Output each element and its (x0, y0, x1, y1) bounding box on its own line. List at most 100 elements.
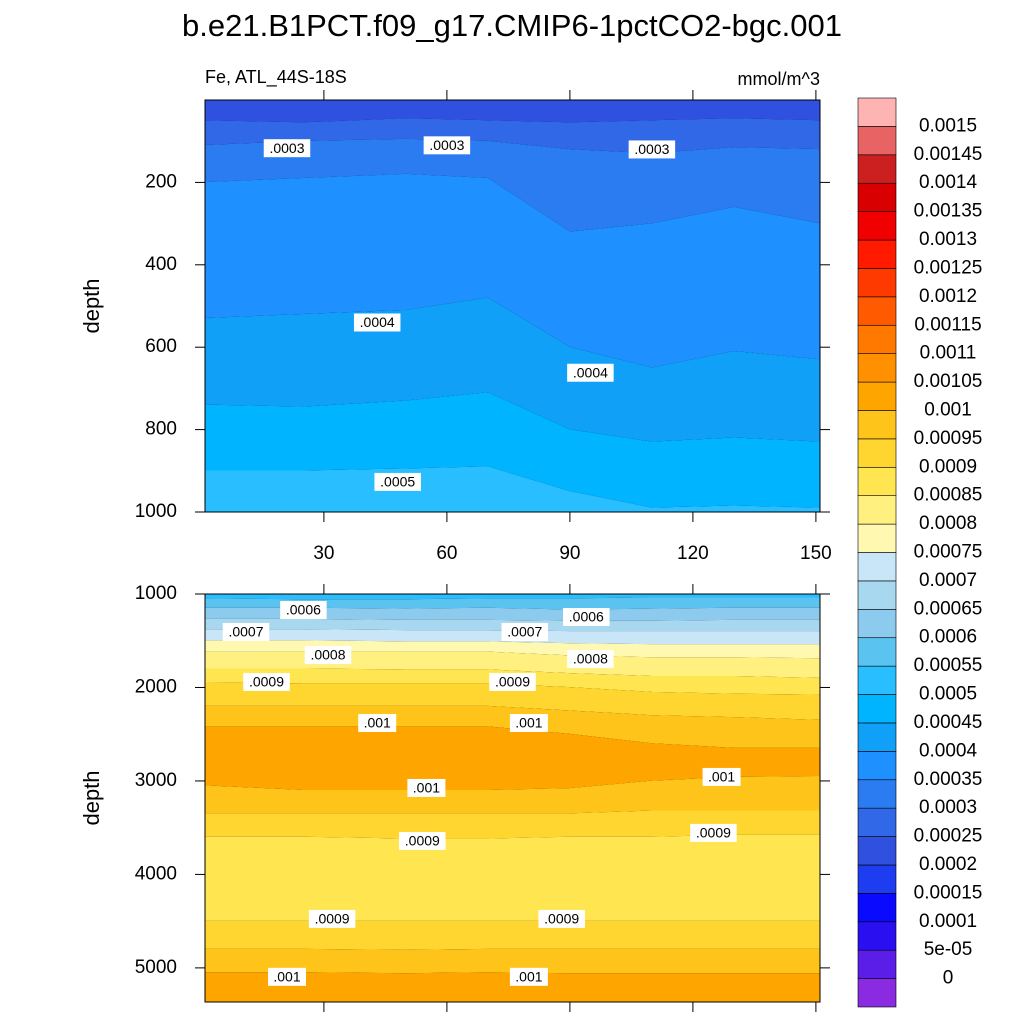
colorbar-label: 0.00075 (914, 542, 983, 563)
colorbar-label: 0.0009 (919, 456, 977, 477)
colorbar-label: 0.00065 (914, 598, 983, 619)
colorbar-box (857, 807, 897, 837)
contour-label-bg (509, 713, 548, 732)
colorbar-box (857, 410, 897, 440)
plot-frame (204, 99, 821, 513)
colorbar-label: 0.0007 (919, 570, 977, 591)
contour-label-bg (563, 607, 610, 626)
contour-band (205, 834, 820, 922)
plot-frame (204, 593, 821, 1003)
contour-label-bg (567, 363, 614, 382)
colorbar-box (857, 921, 897, 951)
colorbar-box (857, 182, 897, 212)
contour-label: .0004 (360, 314, 395, 330)
x-tick-label: 90 (559, 543, 580, 564)
colorbar-label: 0.0005 (919, 684, 977, 705)
contour-label-bg (690, 823, 737, 842)
contour-label-bg (222, 622, 270, 641)
x-tick-label: 120 (677, 543, 709, 564)
colorbar-label: 0.0014 (919, 172, 978, 193)
contour-label-bg (280, 600, 327, 619)
colorbar-box (857, 523, 897, 553)
colorbar-label: 0.0003 (919, 797, 977, 818)
chart-title: b.e21.B1PCT.f09_g17.CMIP6-1pctCO2-bgc.00… (182, 8, 842, 43)
colorbar-box (857, 864, 897, 894)
colorbar-box (857, 381, 897, 411)
colorbar-box (857, 665, 897, 695)
colorbar-box (857, 836, 897, 866)
contour-label: .001 (273, 969, 300, 985)
contour-label: .0009 (696, 825, 731, 841)
contour-label: .0005 (380, 474, 415, 490)
contour-label: .0003 (429, 137, 464, 153)
contour-label-bg (358, 713, 397, 732)
contour-label-bg (308, 909, 356, 928)
colorbar-box (857, 324, 897, 354)
colorbar-label: 0.00135 (914, 201, 983, 222)
colorbar-label: 0.00055 (914, 655, 983, 676)
x-tick-label: 60 (436, 543, 457, 564)
contour-label-bg (538, 909, 585, 928)
colorbar-box (857, 353, 897, 383)
colorbar-box (857, 126, 897, 156)
contour-label-bg (374, 472, 421, 491)
contour-label-bg (268, 967, 306, 986)
colorbar-label: 0.0015 (919, 115, 977, 136)
colorbar-box (857, 239, 897, 269)
colorbar-box (857, 552, 897, 582)
colorbar-label: 0.00045 (914, 712, 983, 733)
colorbar-box (857, 296, 897, 326)
colorbar-label: 0.0001 (919, 911, 977, 932)
contour-label: .0009 (495, 674, 530, 690)
y-tick-label: 3000 (135, 770, 177, 791)
contour-label: .0009 (544, 911, 579, 927)
contour-label-bg (567, 649, 614, 668)
colorbar-label: 0 (943, 968, 954, 989)
plot-area: .0003 .0003 .0003 .0004 .0004 .0005 (205, 100, 820, 512)
contour-label: .001 (515, 969, 542, 985)
colorbar-label: 0.00105 (914, 371, 983, 392)
contour-label: .0009 (249, 674, 284, 690)
colorbar-label: 0.00025 (914, 826, 983, 847)
contour-label: .0007 (228, 624, 263, 640)
y-axis-label: depth (79, 278, 104, 333)
colorbar-box (857, 949, 897, 979)
y-tick-label: 5000 (135, 957, 177, 978)
colorbar-box (857, 978, 897, 1008)
subtitle-right: mmol/m^3 (738, 69, 820, 89)
contour-label: .0008 (573, 651, 608, 667)
contour-label-bg (407, 778, 446, 797)
y-tick-label: 400 (145, 254, 177, 275)
colorbar-label: 0.00145 (914, 144, 983, 165)
contour-label-bg (423, 136, 471, 155)
contour-label: .001 (515, 715, 542, 731)
colorbar-label: 0.001 (924, 399, 972, 420)
colorbar-label: 0.00015 (914, 882, 983, 903)
contour-label-bg (304, 645, 352, 664)
contour-label: .0009 (405, 833, 440, 849)
contour-label-bg (509, 967, 548, 986)
contour-label-bg (628, 140, 676, 159)
colorbar-label: 0.0002 (919, 854, 977, 875)
contour-band (205, 972, 820, 1002)
subtitle-left: Fe, ATL_44S-18S (205, 67, 347, 88)
contour-label: .001 (708, 769, 735, 785)
y-tick-label: 1000 (135, 501, 177, 522)
contour-label: .0006 (286, 602, 321, 618)
colorbar-box (857, 609, 897, 639)
y-tick-label: 1000 (135, 583, 177, 604)
contour-label-bg (702, 767, 741, 786)
y-tick-label: 200 (145, 171, 177, 192)
x-tick-label: 150 (800, 543, 832, 564)
colorbar-label: 0.0012 (919, 286, 977, 307)
contour-label: .0009 (315, 911, 350, 927)
contour-label: .001 (413, 780, 440, 796)
y-tick-label: 600 (145, 336, 177, 357)
colorbar-label: 0.00095 (914, 428, 983, 449)
colorbar-box (857, 751, 897, 781)
colorbar-label: 0.00085 (914, 485, 983, 506)
colorbar-label: 0.0008 (919, 513, 977, 534)
colorbar-box (857, 893, 897, 923)
colorbar-box (857, 694, 897, 724)
